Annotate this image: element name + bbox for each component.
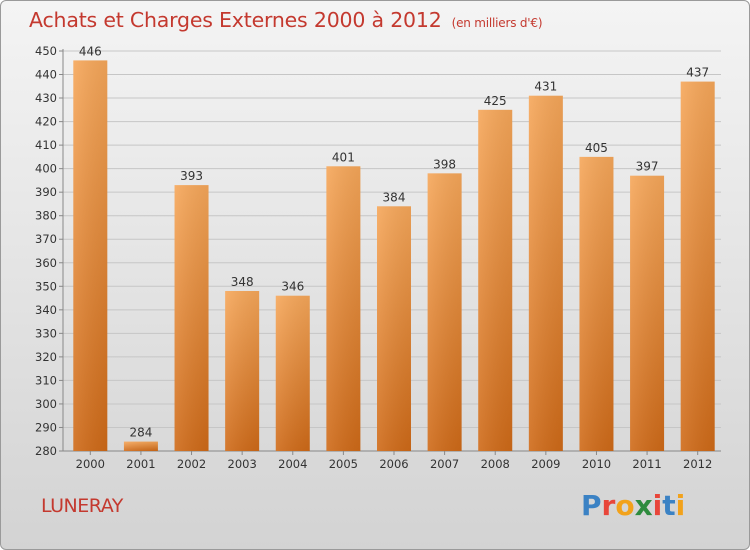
logo-letter: i <box>652 489 663 522</box>
y-tick-label: 420 <box>35 115 57 129</box>
data-label: 437 <box>686 66 709 80</box>
x-tick-label: 2011 <box>632 457 661 471</box>
data-label: 401 <box>332 150 355 164</box>
chart-title: Achats et Charges Externes 2000 à 2012 (e… <box>29 8 543 32</box>
y-tick-label: 370 <box>35 232 57 246</box>
y-tick-label: 360 <box>35 256 57 270</box>
bar-shade-2005 <box>326 166 361 451</box>
data-label: 405 <box>585 141 608 155</box>
x-tick-label: 2000 <box>76 457 105 471</box>
x-tick-label: 2001 <box>126 457 155 471</box>
x-tick-label: 2002 <box>177 457 206 471</box>
bar-shade-2008 <box>478 109 513 451</box>
x-tick-label: 2010 <box>582 457 611 471</box>
y-tick-label: 340 <box>35 303 57 317</box>
y-tick-label: 430 <box>35 91 57 105</box>
data-label: 425 <box>484 94 507 108</box>
x-tick-label: 2006 <box>379 457 408 471</box>
x-tick-label: 2007 <box>430 457 459 471</box>
bar-shade-2002 <box>174 185 209 451</box>
data-labels: 446 284 393 348 346 401 384 398 425 431 405 397 437 <box>79 44 709 439</box>
proxiti-logo: Proxiti <box>581 489 685 522</box>
y-tick-label: 440 <box>35 68 57 82</box>
data-label: 431 <box>534 80 557 94</box>
logo-letter: t <box>662 489 676 522</box>
chart-title-text: Achats et Charges Externes 2000 à 2012 <box>29 8 442 32</box>
y-axis-ticks: 280 290 300 310 320 330 340 350 360 370 380 390 400 4… <box>35 44 63 458</box>
commune-name: LUNERAY <box>41 495 123 517</box>
bar-shade-2003 <box>225 291 260 451</box>
logo-letter: o <box>615 489 635 522</box>
logo-letter: x <box>634 489 653 522</box>
x-tick-label: 2003 <box>228 457 257 471</box>
data-label: 384 <box>383 190 406 204</box>
data-label: 284 <box>129 426 152 440</box>
data-label: 348 <box>231 275 254 289</box>
bar-shade-2001 <box>123 441 158 451</box>
logo-letter: P <box>581 489 602 522</box>
bar-shade-2011 <box>630 175 665 452</box>
y-tick-label: 320 <box>35 350 57 364</box>
x-axis-ticks: 2000 2001 2002 2003 2004 2005 2006 2007 2008 2009… <box>76 451 712 471</box>
logo-letter: r <box>601 489 616 522</box>
bar-shade-2009 <box>528 95 563 452</box>
y-tick-label: 350 <box>35 279 57 293</box>
bar-shade-2000 <box>73 60 108 451</box>
bars <box>73 60 715 452</box>
y-tick-label: 410 <box>35 138 57 152</box>
data-label: 446 <box>79 44 102 58</box>
y-tick-label: 390 <box>35 185 57 199</box>
y-tick-label: 290 <box>35 420 57 434</box>
y-tick-label: 330 <box>35 326 57 340</box>
x-tick-label: 2008 <box>481 457 510 471</box>
logo-letter: i <box>675 489 686 522</box>
data-label: 398 <box>433 157 456 171</box>
bar-shade-2012 <box>680 81 715 452</box>
data-label: 346 <box>281 280 304 294</box>
bar-shade-2007 <box>427 173 462 451</box>
x-tick-label: 2012 <box>683 457 712 471</box>
y-tick-label: 400 <box>35 162 57 176</box>
y-tick-label: 300 <box>35 397 57 411</box>
x-tick-label: 2009 <box>531 457 560 471</box>
y-tick-label: 450 <box>35 44 57 58</box>
bar-shade-2006 <box>377 206 411 451</box>
chart-subtitle: (en milliers d'€) <box>451 16 543 30</box>
y-tick-label: 310 <box>35 373 57 387</box>
x-tick-label: 2004 <box>278 457 307 471</box>
x-tick-label: 2005 <box>329 457 358 471</box>
data-label: 397 <box>636 160 659 174</box>
y-tick-label: 380 <box>35 209 57 223</box>
y-tick-label: 280 <box>35 444 57 458</box>
data-label: 393 <box>180 169 203 183</box>
bar-shade-2010 <box>579 156 614 451</box>
bar-shade-2004 <box>275 295 310 451</box>
